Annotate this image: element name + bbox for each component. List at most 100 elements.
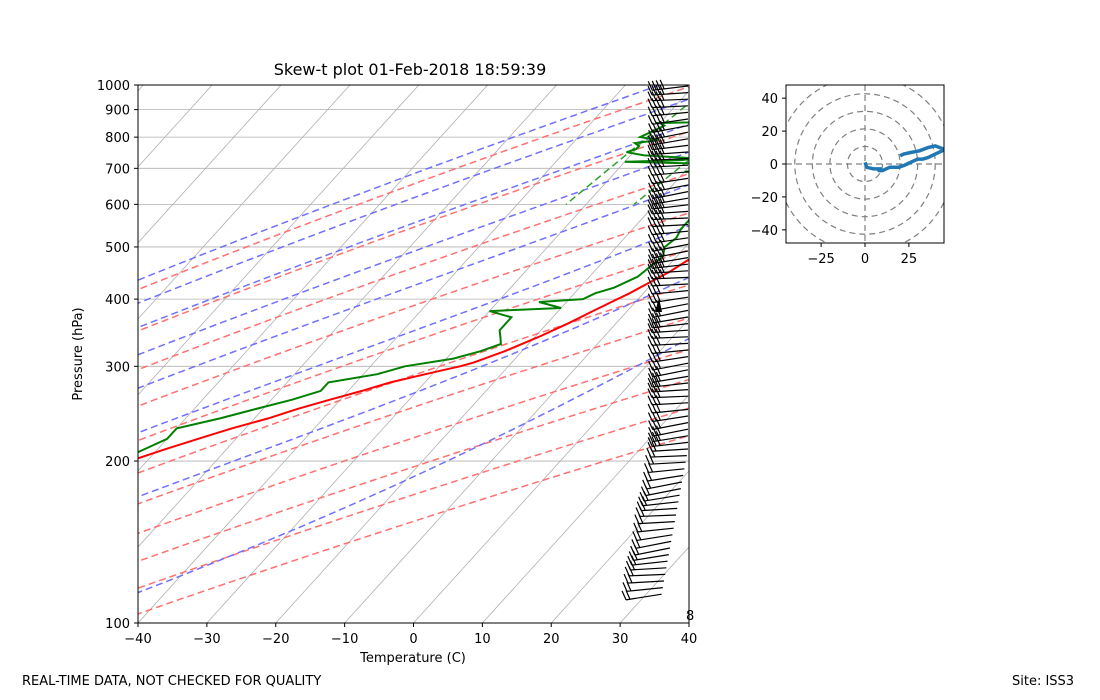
wind-barb-flag [647,233,653,244]
wind-barb-flag [659,105,665,115]
wind-barb-flag [651,388,657,398]
wind-barb-flag [651,431,657,442]
wind-barb-flag [651,328,657,339]
wind-barb-flag [651,377,657,387]
wind-barb-flag [647,254,654,264]
wind-barb-shaft [652,448,689,452]
wind-barb [647,97,689,109]
wind-barb-flag [647,91,653,101]
wind-barb-flag [659,113,665,123]
isotherm-gridline [0,85,6,623]
skewt-frame [137,84,690,624]
wind-barb [647,388,689,399]
wind-barb-flag [655,431,661,441]
wind-barb-flag [652,129,658,139]
wind-barb-flag [655,395,661,405]
wind-barb-flag [655,91,661,101]
moist-adiabat [138,276,689,498]
wind-barb [647,164,689,176]
wind-barb [647,224,689,236]
wind-barb-shaft [652,362,689,371]
wind-barb-shaft [647,474,684,482]
wind-barb-flag [655,335,661,346]
wind-barb-flag [651,134,658,145]
isotherm-gridline [0,85,74,623]
wind-barb-flag [655,328,661,339]
wind-barb-flag [647,150,653,161]
wind-barb-shaft [652,342,689,346]
wind-barb-flag [621,590,627,601]
wind-barb-flag [642,496,648,506]
wind-barb-flag [651,114,657,124]
wind-barb-flag [650,447,656,458]
wind-barb-flag [648,367,654,378]
wind-barb-flag [659,138,665,149]
wind-barb [647,343,689,355]
wind-barb-flag [647,140,653,150]
wind-barb-shaft [652,349,689,355]
wind-barb-flag [648,427,654,437]
wind-barb-flag [655,247,662,257]
wind-barb-flag [647,329,653,339]
wind-barb-flag [651,144,657,155]
wind-barb-flag [647,313,654,324]
wind-barb-flag [651,276,657,286]
wind-barb-flag [655,216,661,227]
isotherm-gridline [550,470,689,623]
wind-barb-flag [659,164,665,175]
wind-barb-flag [647,377,653,388]
wind-barb-flag [651,204,657,214]
mixing-ratio-line [883,85,1047,204]
wind-barb-shaft [640,514,677,518]
wind-barb-flag [655,436,661,446]
wind-barb-shaft [652,237,689,244]
wind-barb [647,105,689,117]
skewt-axes: −40 −30 −20 −10 0 10 20 30 40 100 200 300 400 500 600 7… [97,79,697,647]
wind-barb-shaft [652,164,689,168]
wind-barb-flag [651,313,657,323]
x-tick-label: 10 [474,632,491,647]
isotherm-gridline [344,242,689,623]
wind-barb [647,328,689,339]
wind-barb-flag [651,352,657,362]
wind-barb-flag [655,366,662,376]
wind-barb [622,581,663,592]
wind-barb-flag [655,253,661,263]
wind-barb-flag [659,252,665,262]
wind-barb-flag [644,463,650,473]
moist-adiabat [138,85,661,281]
wind-barb-flag [647,336,653,346]
wind-barb-flag [651,194,658,204]
wind-barb [647,216,689,228]
wind-barb-flag [651,91,657,101]
wind-barb-flag [652,300,658,311]
y-tick-label: 200 [105,455,130,470]
hodo-x-tick-label: 25 [901,252,918,267]
wind-barb-flag [659,187,666,197]
wind-barb-flag [659,239,665,250]
wind-barb-flag [633,522,639,533]
wind-barb-flag [655,382,661,392]
wind-barb-flag [631,555,637,565]
wind-barb-flag [655,425,662,435]
wind-barb-flag [655,224,661,235]
wind-barb-flag [659,133,665,144]
wind-barb-flag [651,233,657,243]
wind-barb-flag [655,165,661,175]
wind-barb [621,589,662,601]
wind-barb-flag [659,120,665,131]
wind-barb-flag [655,402,661,413]
isotherm-gridline [138,85,282,244]
y-tick-label: 1000 [97,79,130,94]
wind-barb-flag [655,173,661,183]
wind-barb-flag [646,478,652,489]
wind-barb-shaft [652,184,689,193]
wind-barb-flag [655,232,661,243]
wind-barb-shaft [652,125,689,133]
wind-barb-flag [659,193,665,203]
hodo-y-tick-label: 20 [761,125,778,140]
x-tick-label: −20 [262,632,289,647]
wind-barb-shaft [638,521,675,525]
wind-barb-flag [648,241,654,252]
